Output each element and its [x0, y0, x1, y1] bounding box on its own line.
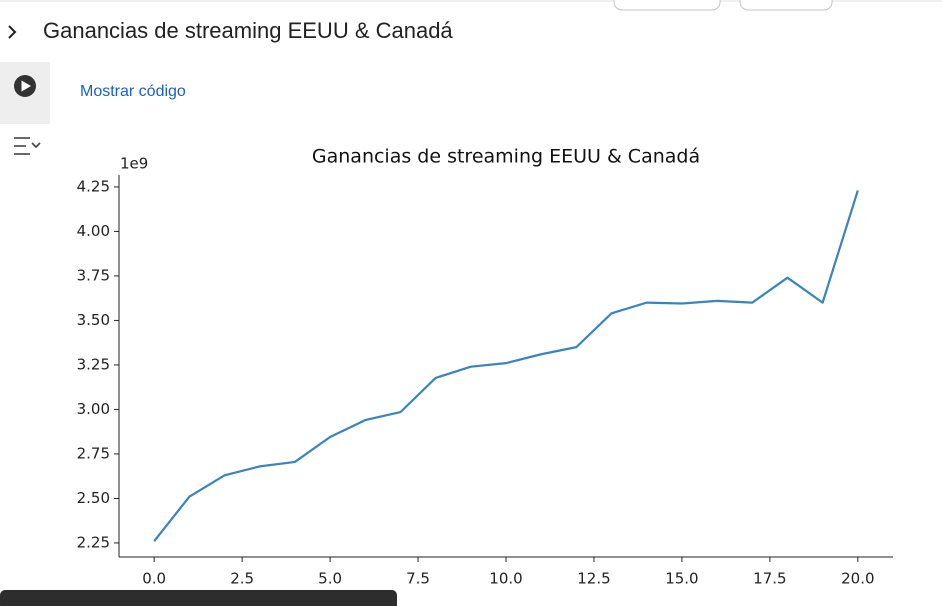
x-tick-label: 17.5: [753, 570, 786, 588]
y-tick-label: 3.75: [77, 266, 110, 284]
add-text-button[interactable]: [739, 0, 833, 11]
x-tick-label: 15.0: [665, 570, 698, 588]
x-tick-label: 5.0: [318, 570, 342, 588]
y-tick-label: 4.25: [77, 177, 110, 195]
x-tick-label: 20.0: [841, 570, 874, 588]
show-code-link[interactable]: Mostrar código: [80, 83, 186, 100]
add-code-button[interactable]: [613, 0, 721, 11]
collapse-chevron[interactable]: [8, 25, 17, 39]
x-tick-label: 2.5: [230, 570, 254, 588]
y-tick-label: 2.50: [77, 489, 110, 507]
x-tick-label: 12.5: [577, 570, 610, 588]
y-tick-label: 2.75: [77, 444, 110, 462]
run-icon: [21, 80, 31, 92]
x-tick-label: 10.0: [489, 570, 522, 588]
output-icon[interactable]: [14, 137, 41, 155]
y-tick-label: 4.00: [77, 222, 110, 240]
x-tick-label: 0.0: [142, 570, 166, 588]
status-bar: [0, 590, 397, 606]
offset-label: 1e9: [120, 155, 148, 173]
chart-title: Ganancias de streaming EEUU & Canadá: [312, 146, 700, 168]
section-title: Ganancias de streaming EEUU & Canadá: [43, 18, 453, 43]
y-tick-label: 2.25: [77, 533, 110, 551]
x-tick-label: 7.5: [406, 570, 430, 588]
y-tick-label: 3.25: [77, 355, 110, 373]
y-tick-label: 3.50: [77, 311, 110, 329]
line-series: [153, 190, 859, 542]
y-tick-label: 3.00: [77, 400, 110, 418]
